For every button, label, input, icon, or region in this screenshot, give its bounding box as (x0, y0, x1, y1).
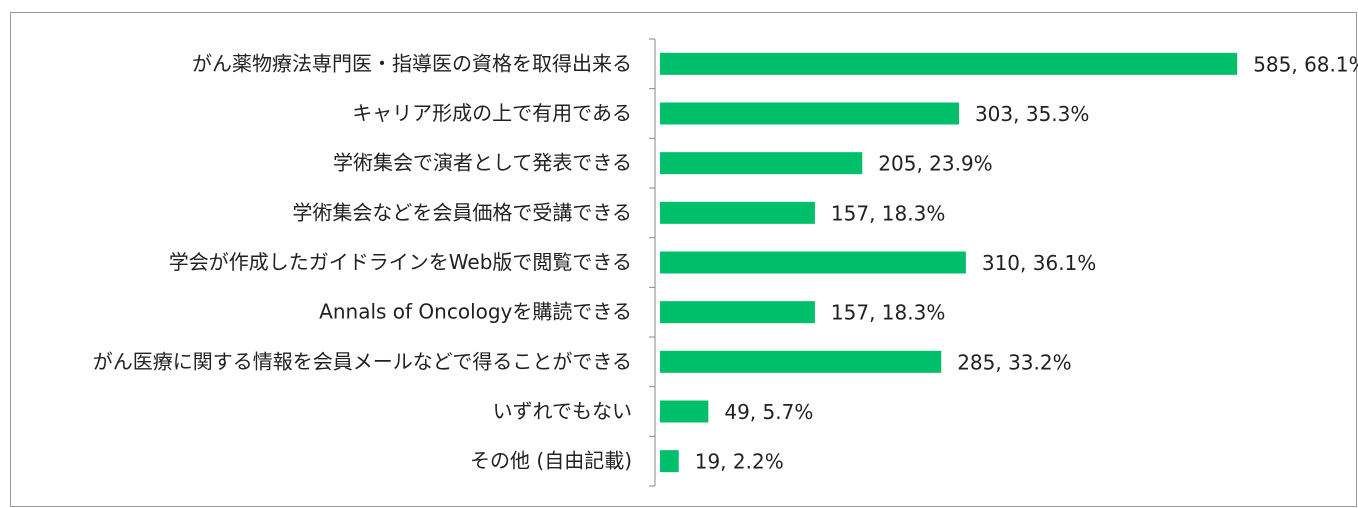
chart-frame (10, 12, 1357, 507)
bar (660, 102, 959, 125)
bar (660, 152, 863, 175)
category-label: 学術集会などを会員価格で受講できる (292, 200, 632, 224)
value-label: 157, 18.3% (831, 301, 945, 325)
category-label: いずれでもない (493, 399, 632, 423)
value-label: 585, 68.1% (1253, 52, 1358, 76)
category-label: Annals of Oncologyを購読できる (319, 300, 632, 324)
value-label: 310, 36.1% (982, 251, 1096, 275)
bar (660, 301, 815, 324)
bar (660, 400, 709, 423)
bar (660, 350, 942, 373)
bar (660, 201, 815, 224)
bar (660, 52, 1238, 75)
category-label: 学術集会で演者として発表できる (333, 151, 632, 175)
value-label: 157, 18.3% (831, 201, 945, 225)
bar (660, 450, 679, 473)
value-label: 205, 23.9% (878, 152, 992, 176)
category-label: がん医療に関する情報を会員メールなどで得ることができる (93, 349, 632, 373)
category-label: キャリア形成の上で有用である (352, 101, 632, 125)
category-label: がん薬物療法専門医・指導医の資格を取得出来る (192, 51, 632, 75)
category-label: その他 (自由記載) (470, 449, 632, 473)
value-label: 303, 35.3% (975, 102, 1089, 126)
value-label: 285, 33.2% (957, 350, 1071, 374)
category-label: 学会が作成したガイドラインをWeb版で閲覧できる (169, 250, 632, 274)
value-label: 19, 2.2% (695, 450, 784, 474)
value-label: 49, 5.7% (724, 400, 813, 424)
bar (660, 251, 966, 274)
